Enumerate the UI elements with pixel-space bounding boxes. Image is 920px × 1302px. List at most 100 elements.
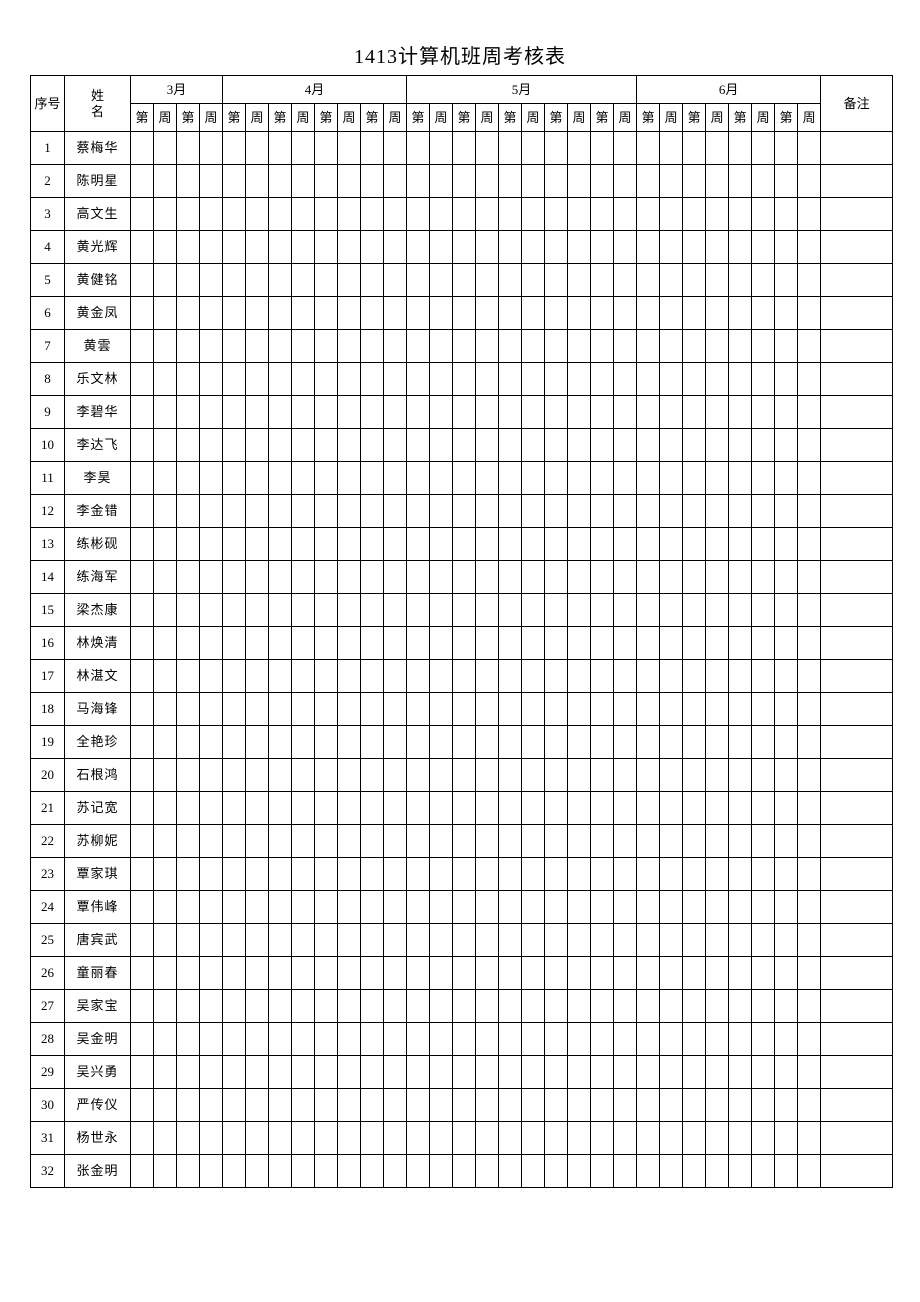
cell-week (614, 396, 637, 429)
cell-week (706, 594, 729, 627)
cell-week (545, 561, 568, 594)
cell-week (568, 264, 591, 297)
cell-week (246, 429, 269, 462)
cell-week (568, 1089, 591, 1122)
cell-week (453, 165, 476, 198)
cell-note (821, 165, 893, 198)
cell-week (269, 132, 292, 165)
cell-week (154, 231, 177, 264)
cell-note (821, 726, 893, 759)
cell-week (499, 330, 522, 363)
cell-week (545, 495, 568, 528)
cell-week (131, 1155, 154, 1188)
cell-week (706, 990, 729, 1023)
cell-week (430, 825, 453, 858)
cell-week (430, 396, 453, 429)
table-row: 25唐宾武 (31, 924, 893, 957)
cell-week (361, 528, 384, 561)
cell-week (292, 1155, 315, 1188)
cell-week (407, 1056, 430, 1089)
cell-note (821, 924, 893, 957)
col-header-zhou: 周 (568, 104, 591, 132)
cell-week (269, 495, 292, 528)
table-row: 2陈明星 (31, 165, 893, 198)
cell-week (798, 627, 821, 660)
cell-week (430, 924, 453, 957)
cell-week (752, 330, 775, 363)
col-header-di: 第 (453, 104, 476, 132)
cell-name: 吴兴勇 (65, 1056, 131, 1089)
cell-week (568, 132, 591, 165)
cell-seq: 5 (31, 264, 65, 297)
cell-week (591, 792, 614, 825)
cell-week (407, 297, 430, 330)
cell-week (660, 231, 683, 264)
cell-week (706, 858, 729, 891)
cell-week (430, 726, 453, 759)
cell-note (821, 462, 893, 495)
cell-week (177, 825, 200, 858)
cell-week (499, 165, 522, 198)
cell-week (706, 528, 729, 561)
cell-week (522, 792, 545, 825)
cell-week (407, 198, 430, 231)
cell-week (729, 1155, 752, 1188)
cell-week (430, 528, 453, 561)
cell-week (706, 825, 729, 858)
cell-week (430, 1023, 453, 1056)
cell-week (522, 462, 545, 495)
cell-week (729, 363, 752, 396)
cell-week (568, 825, 591, 858)
cell-week (476, 231, 499, 264)
cell-week (637, 1155, 660, 1188)
cell-week (522, 957, 545, 990)
cell-week (683, 660, 706, 693)
cell-week (660, 726, 683, 759)
col-header-di: 第 (591, 104, 614, 132)
cell-week (407, 1122, 430, 1155)
cell-week (798, 561, 821, 594)
cell-week (752, 396, 775, 429)
cell-week (591, 627, 614, 660)
table-row: 6黄金凤 (31, 297, 893, 330)
cell-week (660, 396, 683, 429)
cell-name: 石根鸿 (65, 759, 131, 792)
cell-week (177, 627, 200, 660)
cell-week (246, 825, 269, 858)
cell-week (522, 495, 545, 528)
cell-week (798, 297, 821, 330)
cell-week (752, 165, 775, 198)
cell-week (453, 792, 476, 825)
cell-week (637, 132, 660, 165)
cell-name: 高文生 (65, 198, 131, 231)
cell-week (545, 429, 568, 462)
cell-week (683, 1056, 706, 1089)
cell-week (200, 1089, 223, 1122)
cell-week (729, 495, 752, 528)
cell-week (292, 297, 315, 330)
cell-week (453, 1089, 476, 1122)
cell-week (407, 132, 430, 165)
cell-week (591, 132, 614, 165)
cell-week (292, 165, 315, 198)
cell-week (798, 957, 821, 990)
cell-note (821, 528, 893, 561)
cell-week (384, 792, 407, 825)
cell-week (706, 891, 729, 924)
cell-week (200, 957, 223, 990)
cell-week (752, 297, 775, 330)
cell-week (453, 660, 476, 693)
cell-week (131, 759, 154, 792)
cell-week (545, 396, 568, 429)
cell-week (384, 957, 407, 990)
cell-week (729, 462, 752, 495)
cell-week (591, 528, 614, 561)
cell-week (246, 132, 269, 165)
table-row: 17林湛文 (31, 660, 893, 693)
cell-week (223, 165, 246, 198)
cell-week (292, 396, 315, 429)
cell-week (614, 924, 637, 957)
cell-week (338, 693, 361, 726)
col-header-di: 第 (223, 104, 246, 132)
cell-week (476, 924, 499, 957)
